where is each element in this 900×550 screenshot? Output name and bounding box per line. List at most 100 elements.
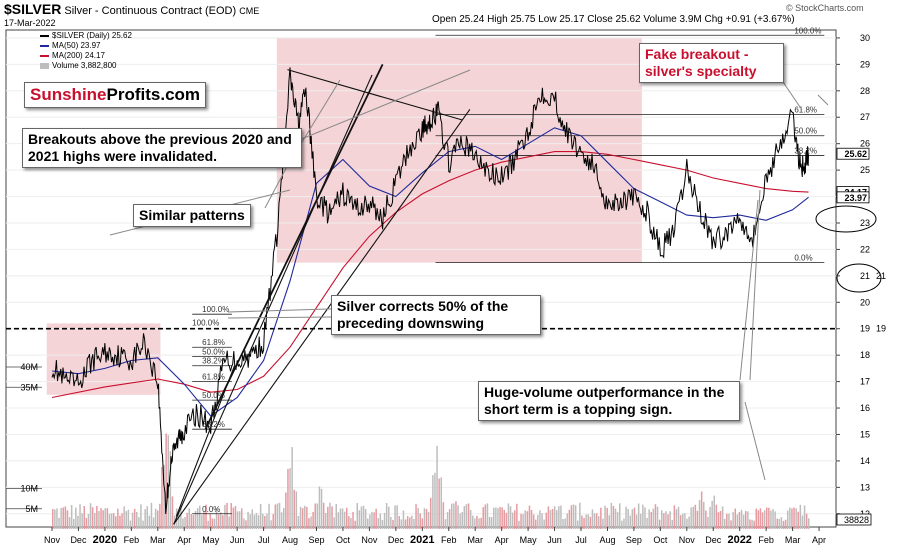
volume-bar — [159, 503, 161, 529]
volume-bar — [791, 508, 793, 529]
volume-bar — [713, 495, 715, 529]
volume-bar — [745, 511, 747, 529]
volume-bar — [558, 506, 560, 529]
volume-bar — [621, 520, 623, 529]
volume-bar — [337, 512, 340, 529]
logo: SunshineProfits.com — [24, 82, 207, 108]
volume-bars — [52, 433, 810, 529]
volume-bar — [333, 517, 335, 529]
volume-bar — [619, 503, 621, 529]
volume-bar — [539, 510, 541, 529]
volume-bar — [207, 520, 209, 529]
logo-part2: Profits.com — [106, 85, 201, 104]
volume-bar — [228, 516, 230, 529]
volume-bar — [117, 508, 119, 529]
volume-bar — [314, 503, 316, 529]
volume-bar — [289, 468, 291, 529]
volume-bar — [100, 508, 102, 529]
volume-bar — [566, 513, 568, 529]
volume-bar — [612, 506, 615, 529]
chart-legend: $SILVER (Daily) 25.62 MA(50) 23.97 MA(20… — [40, 31, 132, 71]
volume-bar — [350, 518, 352, 529]
volume-bar — [362, 505, 365, 529]
volume-bar — [501, 507, 503, 529]
ellipse-21 — [815, 205, 877, 233]
volume-bar — [243, 518, 245, 529]
volume-bar — [593, 513, 596, 529]
volume-bar — [688, 516, 690, 529]
volume-bar — [543, 519, 545, 529]
volume-bar — [686, 518, 688, 529]
volume-bar — [56, 508, 58, 529]
y-tick-label: 22 — [860, 244, 870, 254]
highlight-zone-1 — [276, 37, 642, 263]
volume-bar — [297, 516, 300, 529]
volume-bar — [283, 507, 285, 529]
volume-bar — [591, 509, 594, 529]
volume-bar — [327, 506, 329, 529]
volume-bar — [616, 512, 619, 529]
volume-bar — [627, 509, 629, 529]
y-tick-label: 13 — [860, 482, 870, 492]
volume-bar — [480, 517, 482, 529]
pointer-line-1 — [298, 69, 471, 141]
y-tick-label: 15 — [860, 429, 870, 439]
volume-bar — [280, 512, 283, 529]
volume-bar — [459, 513, 461, 529]
volume-bar — [322, 502, 325, 529]
volume-bar — [419, 513, 421, 529]
volume-bar — [644, 507, 646, 529]
volume-bar — [805, 513, 808, 529]
x-tick-label: Mar — [150, 535, 166, 545]
volume-bar — [740, 509, 743, 529]
volume-bar — [782, 520, 785, 529]
volume-bar — [301, 508, 304, 529]
ohlc-readout: Open 25.24 High 25.75 Low 25.17 Close 25… — [432, 14, 795, 25]
volume-bar — [614, 508, 617, 529]
volume-bar — [77, 515, 79, 529]
y-tick-label: 25 — [860, 165, 870, 175]
x-tick-label: Mar — [785, 535, 801, 545]
volume-bar — [509, 506, 512, 529]
y-tick-label: 26 — [860, 139, 870, 149]
volume-bar — [499, 507, 501, 529]
volume-bar — [192, 514, 195, 529]
volume-bar — [163, 464, 165, 529]
volume-bar — [136, 512, 138, 529]
volume-bar — [656, 506, 659, 529]
volume-bar — [719, 510, 722, 529]
volume-bar — [106, 508, 109, 529]
volume-bar — [264, 516, 266, 529]
volume-bar — [371, 511, 373, 529]
volume-bar — [482, 507, 484, 529]
volume-bar — [238, 511, 241, 529]
volume-bar — [446, 512, 449, 529]
volume-bar — [583, 518, 585, 529]
volume-bar — [385, 503, 388, 529]
volume-bar — [299, 506, 302, 529]
volume-bar — [753, 520, 755, 529]
volume-bar — [484, 504, 487, 529]
fib-label: 61.8% — [794, 106, 817, 115]
volume-bar — [247, 511, 249, 529]
volume-bar — [343, 511, 346, 529]
volume-bar — [73, 518, 75, 529]
volume-bar — [726, 513, 728, 529]
volume-bar — [304, 505, 306, 529]
x-tick-label: 2020 — [93, 534, 117, 546]
volume-bar — [404, 519, 407, 529]
volume-bar — [119, 515, 121, 529]
volume-bar — [631, 509, 634, 529]
volume-bar — [472, 515, 474, 529]
volume-bar — [535, 519, 537, 529]
volume-bar — [81, 513, 83, 529]
volume-bar — [667, 514, 669, 529]
volume-bar — [549, 510, 552, 529]
volume-bar — [394, 505, 396, 529]
open-value: 25.24 — [459, 14, 485, 25]
volume-bar — [736, 514, 739, 529]
volume-bar — [278, 502, 281, 529]
volume-bar — [157, 510, 159, 529]
high-label: High — [487, 14, 508, 25]
